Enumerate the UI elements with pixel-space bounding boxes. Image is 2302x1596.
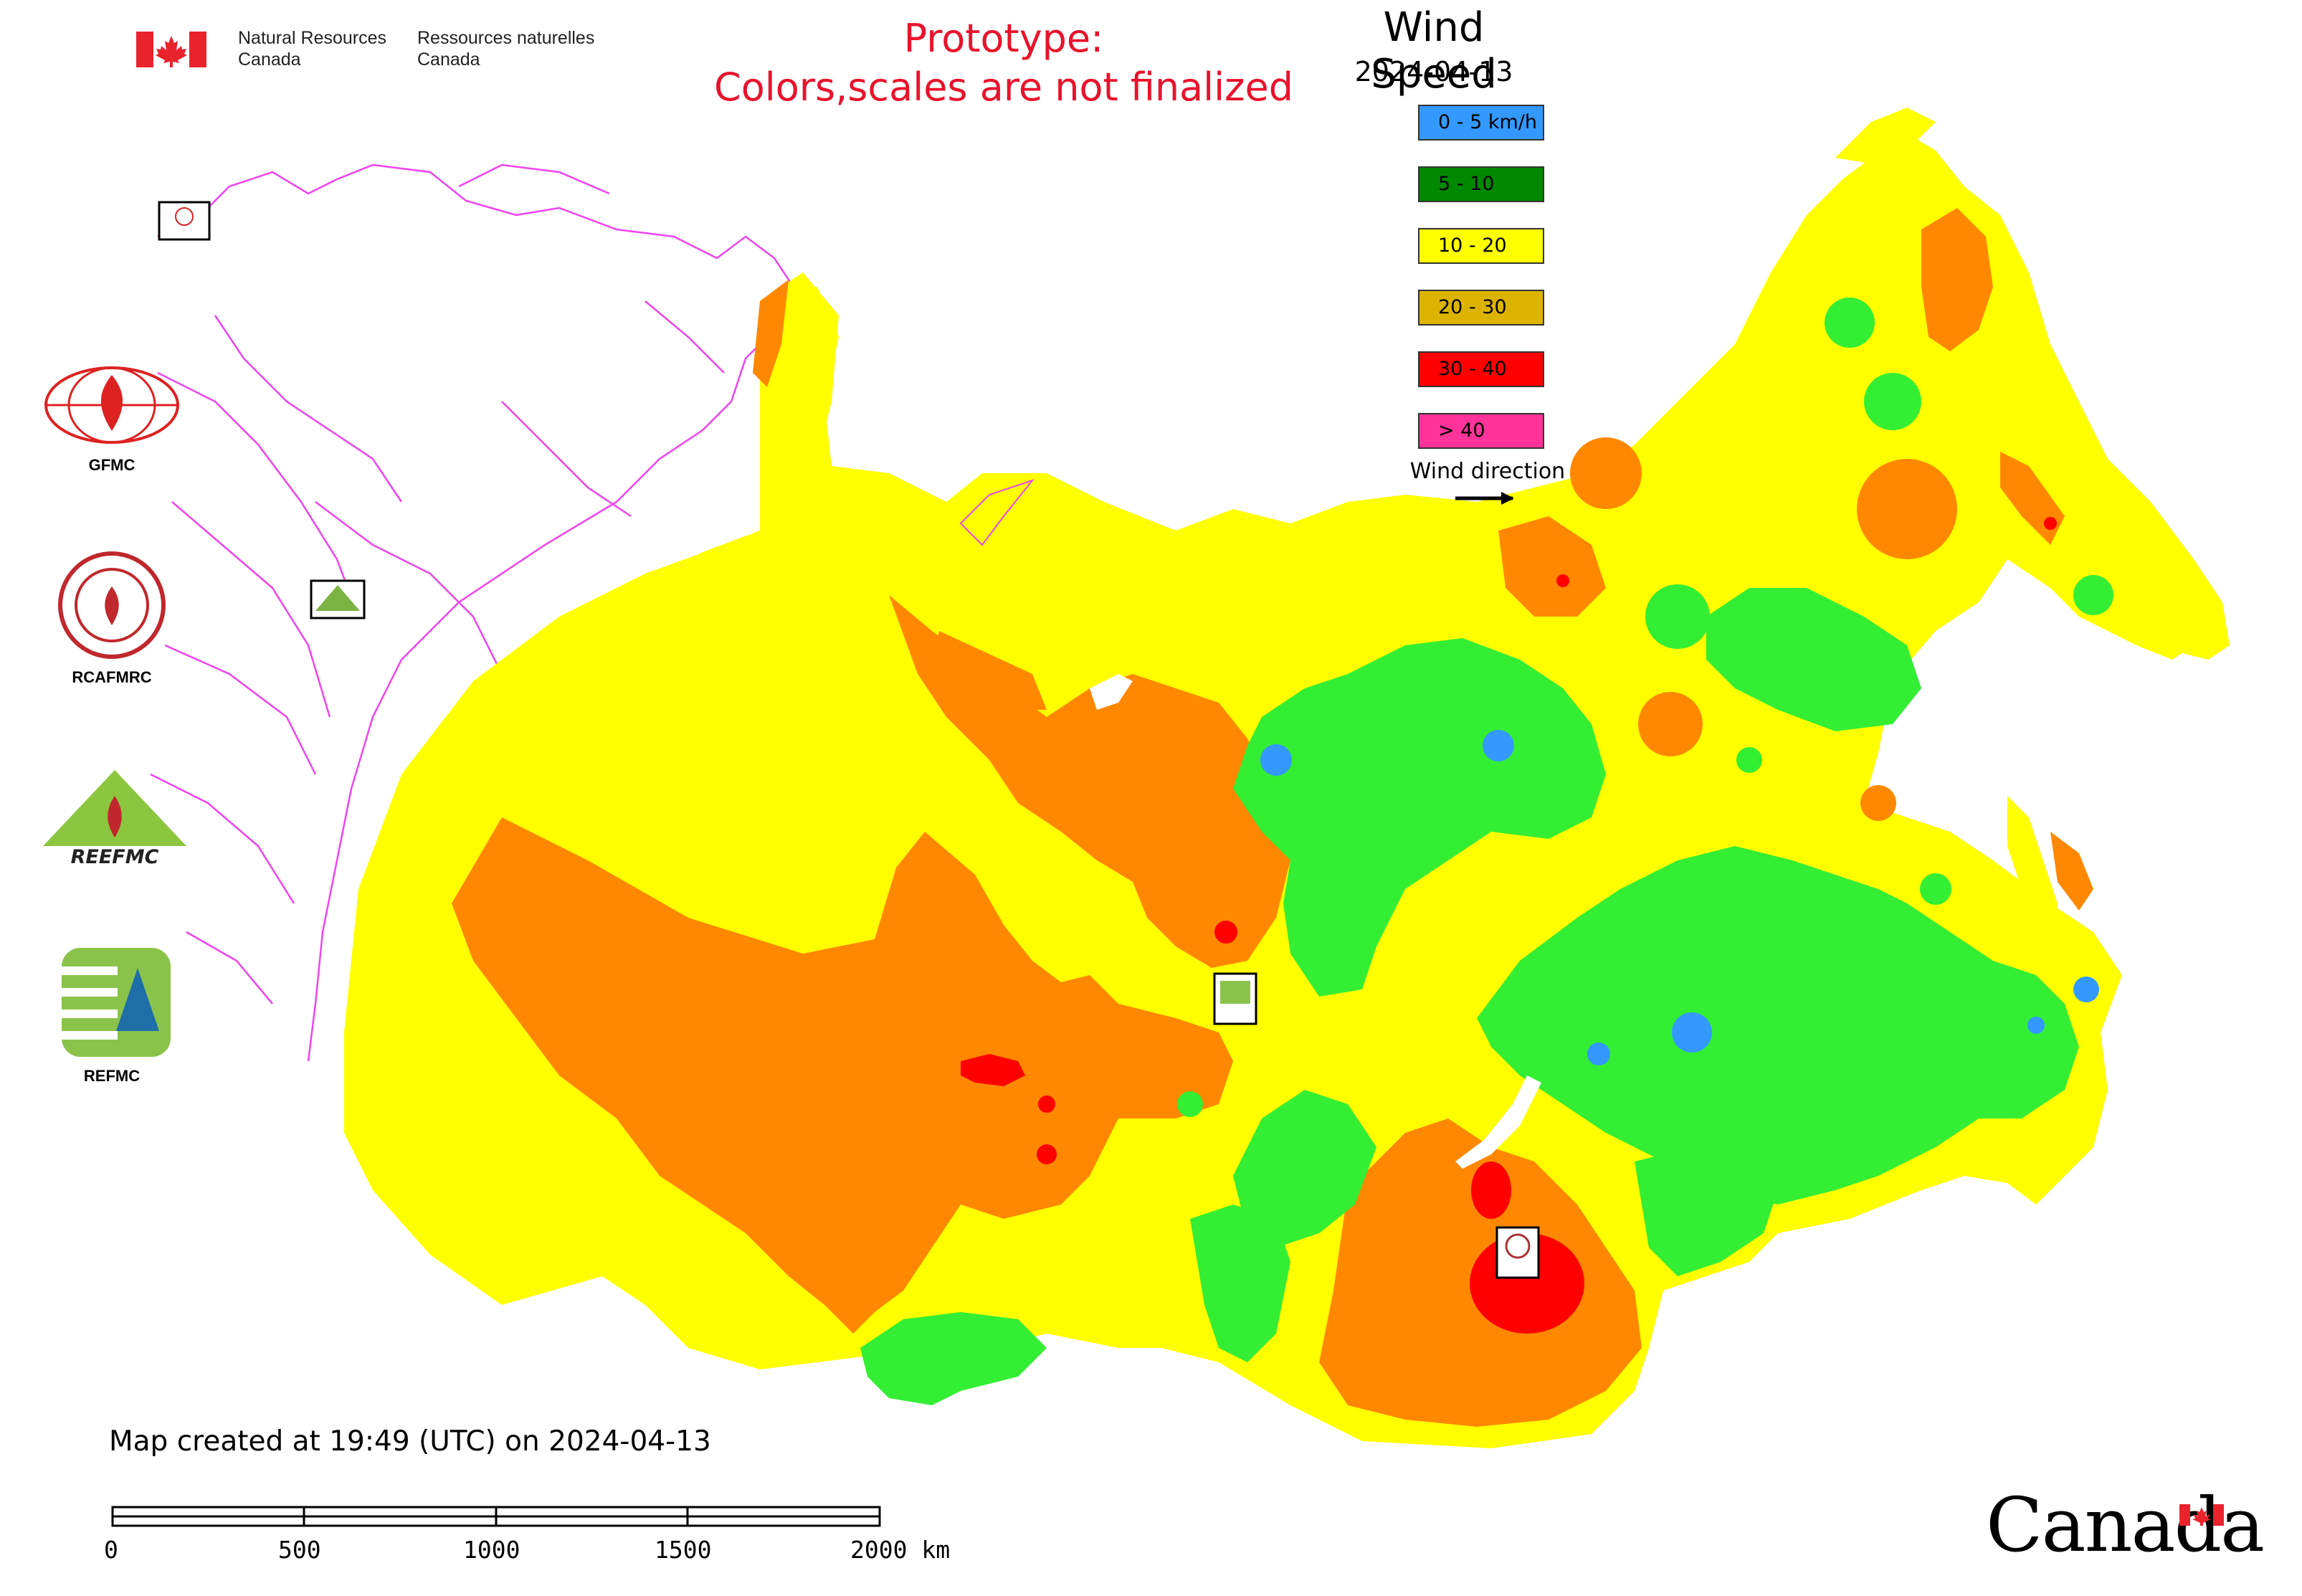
refmc-logo — [59, 945, 173, 1060]
canada-flag-icon — [136, 32, 206, 67]
spot-strong-3 — [1214, 921, 1237, 944]
legend-item: 10 - 20 — [1418, 228, 1544, 264]
region-novaya-zemlya — [959, 478, 1035, 546]
station-marker-gfmc — [158, 201, 211, 241]
region-strong-wind-baikal — [1471, 1162, 1511, 1219]
legend-item: > 40 — [1418, 413, 1544, 449]
prototype-line1: Prototype: — [903, 16, 1104, 61]
region-kola-edge — [753, 280, 789, 387]
spot-calm-1 — [1260, 744, 1292, 776]
agency-en-line2: Canada — [238, 49, 301, 70]
agency-fr-line1: Ressources naturelles — [417, 28, 595, 48]
legend-item-label: > 40 — [1438, 419, 1485, 442]
spot-strong-5 — [2044, 517, 2057, 530]
legend-item-label: 5 - 10 — [1438, 173, 1495, 195]
rcafmrc-logo — [57, 551, 166, 660]
spot-light-2 — [1867, 1050, 1890, 1073]
agency-name-en: Natural Resources Canada — [238, 27, 386, 70]
rcafmrc-seal-icon — [58, 551, 166, 659]
legend-title: Wind Speed — [1371, 4, 1497, 98]
ob-bay — [1090, 674, 1133, 710]
region-light-wind-southwest — [860, 1312, 1047, 1405]
legend-item: 5 - 10 — [1418, 166, 1544, 202]
spot-strong-4 — [1556, 574, 1569, 587]
spot-light-7 — [1920, 873, 1951, 905]
legend-item-label: 10 - 20 — [1438, 234, 1507, 257]
wind-direction-arrow-icon — [1455, 492, 1514, 505]
agency-en-line1: Natural Resources — [238, 28, 387, 48]
legend-item-label: 0 - 5 km/h — [1438, 111, 1537, 133]
region-chukotka — [1835, 108, 1936, 165]
spot-calm-6 — [2027, 1017, 2045, 1034]
region-moderate-wind-west — [344, 545, 724, 1032]
region-sakhalin — [2007, 796, 2058, 946]
map-created-note: Map created at 19:49 (UTC) on 2024-04-13 — [109, 1425, 711, 1458]
reefmc-logo: REEFMC — [39, 767, 191, 872]
spot-strong-2 — [1037, 1144, 1057, 1164]
spot-fresh-2 — [1638, 692, 1703, 756]
spot-calm-2 — [1483, 730, 1514, 761]
legend-date: 2024-04-13 — [1354, 56, 1513, 87]
legend-item: 0 - 5 km/h — [1418, 105, 1544, 141]
region-light-wind-east — [1477, 846, 2079, 1205]
gfmc-label: GFMC — [88, 456, 135, 474]
region-fresh-wind-west — [452, 817, 1233, 1334]
scale-label-1000: 1000 — [463, 1536, 520, 1564]
station-marker-rcafmrc — [1495, 1226, 1540, 1279]
spot-fresh-1 — [1570, 437, 1642, 509]
spot-strong-1 — [1038, 1096, 1055, 1113]
scale-label-1500: 1500 — [655, 1536, 712, 1564]
region-fresh-wind-ne — [1921, 208, 1993, 351]
spot-calm-3 — [1672, 1012, 1712, 1053]
scale-label-2000: 2000 km — [850, 1536, 951, 1564]
gfmc-globe-icon — [44, 366, 179, 444]
legend-item-label: 20 - 30 — [1438, 296, 1507, 318]
spot-light-5 — [1645, 584, 1710, 649]
spot-fresh-4 — [1860, 785, 1896, 821]
spot-light-1 — [1294, 871, 1359, 936]
agency-name-fr: Ressources naturelles Canada — [417, 27, 594, 70]
station-marker-refmc — [1213, 972, 1257, 1025]
spot-light-3 — [1825, 298, 1875, 348]
lake-baikal — [1455, 1075, 1541, 1169]
legend-item: 30 - 40 — [1418, 351, 1544, 387]
station-marker-reefmc — [310, 579, 366, 619]
canada-wordmark-flag-icon — [2179, 1504, 2224, 1526]
spot-light-8 — [1736, 747, 1762, 773]
region-fresh-wind-okhotsk — [1498, 516, 1606, 617]
reefmc-wordmark: REEFMC — [70, 846, 159, 868]
region-strong-wind-1 — [961, 1054, 1025, 1086]
agency-fr-line2: Canada — [417, 49, 480, 70]
spot-calm-4 — [2073, 977, 2099, 1002]
region-light-wind-south1 — [1233, 1090, 1376, 1248]
spot-light-9 — [1177, 1091, 1203, 1117]
rcafmrc-label: RCAFMRC — [72, 668, 152, 686]
wind-direction-label: Wind direction — [1409, 459, 1566, 484]
legend-item-label: 30 - 40 — [1438, 358, 1507, 380]
spot-fresh-3 — [1857, 459, 1957, 559]
spot-light-6 — [2073, 575, 2113, 615]
prototype-notice: Prototype: Colors,scales are not finaliz… — [645, 14, 1362, 112]
gfmc-logo — [42, 362, 182, 455]
spot-light-4 — [1864, 373, 1921, 430]
scale-label-0: 0 — [104, 1536, 118, 1564]
legend-item: 20 - 30 — [1418, 290, 1544, 326]
region-light-wind-northeast — [1706, 588, 1921, 731]
refmc-label: REFMC — [83, 1067, 141, 1085]
scale-bar — [111, 1506, 881, 1527]
prototype-line2: Colors,scales are not finalized — [714, 65, 1293, 110]
region-light-wind-kazakh — [1190, 1205, 1290, 1362]
region-fresh-primorye — [2050, 832, 2093, 911]
spot-calm-5 — [1587, 1042, 1610, 1065]
region-light-wind-amur — [1635, 1147, 1778, 1276]
scale-label-500: 500 — [278, 1536, 321, 1564]
reefmc-triangle-icon — [43, 770, 186, 869]
region-fresh-wind-strip — [932, 631, 1047, 710]
refmc-emblem-icon — [62, 948, 171, 1057]
